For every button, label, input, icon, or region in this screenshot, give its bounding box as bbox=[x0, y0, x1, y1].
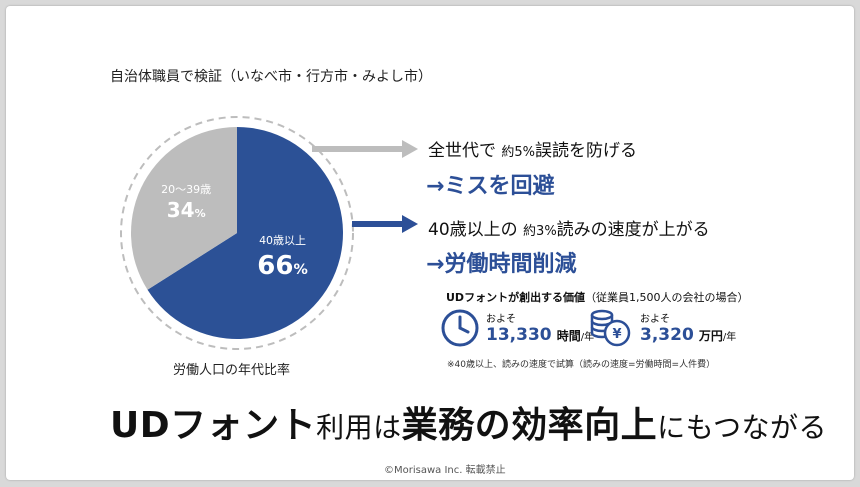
ud-value-note: （従業員1,500人の会社の場合） bbox=[585, 291, 749, 304]
pie-slice-1 bbox=[131, 127, 237, 290]
headline-part4: にもつながる bbox=[657, 411, 828, 444]
headline-part1: UDフォント bbox=[110, 405, 317, 446]
effect-2-suffix: 読みの速度が上がる bbox=[556, 220, 710, 240]
arrow-right-gray-icon bbox=[312, 140, 418, 158]
effect-2-result-text: 労働時間削減 bbox=[444, 252, 577, 277]
pie-caption: 労働人口の年代比率 bbox=[173, 363, 291, 378]
effect-1-result-text: ミスを回避 bbox=[444, 174, 555, 199]
pie-slice-label-0: 40歳以上 bbox=[259, 234, 306, 247]
svg-text:¥: ¥ bbox=[612, 327, 621, 342]
effect-1-small: 約5% bbox=[501, 145, 536, 160]
arrow-right-blue-icon bbox=[352, 215, 418, 233]
footnote: ※40歳以上、読みの速度で試算（読みの速度=労働時間=人件費） bbox=[447, 360, 716, 370]
effect-2-result: →労働時間削減 bbox=[426, 246, 576, 278]
slide-title: 自治体職員で検証（いなべ市・行方市・みよし市） bbox=[110, 69, 432, 85]
pie-dashed-ring bbox=[120, 116, 354, 350]
yen-coins-icon: ¥ bbox=[590, 309, 631, 347]
pie-slice-0 bbox=[147, 127, 343, 339]
effect-2-text: 40歳以上の 約3%読みの速度が上がる bbox=[428, 215, 710, 240]
value-1-unit: 時間 bbox=[556, 329, 581, 343]
clock-icon bbox=[441, 309, 479, 347]
value-2-number: 3,320 bbox=[640, 325, 694, 345]
copyright: ©Morisawa Inc. 転載禁止 bbox=[384, 465, 506, 476]
effect-1-text: 全世代で 約5%誤読を防げる bbox=[428, 136, 637, 161]
result-arrow: → bbox=[426, 252, 445, 277]
slide: 自治体職員で検証（いなべ市・行方市・みよし市） 40歳以上 66% 20〜39歳 34… bbox=[6, 6, 854, 480]
value-2-per: /年 bbox=[722, 332, 737, 343]
ud-value-bold: UDフォントが創出する価値 bbox=[446, 291, 586, 304]
value-1-per: /年 bbox=[580, 332, 595, 343]
headline-part3: 業務の効率向上 bbox=[401, 405, 658, 446]
headline: UDフォント利用は業務の効率向上にもつながる bbox=[110, 396, 827, 448]
effect-2-small: 約3% bbox=[523, 224, 557, 239]
headline-part2: 利用は bbox=[316, 411, 402, 444]
ud-value-heading: UDフォントが創出する価値（従業員1,500人の会社の場合） bbox=[446, 289, 749, 305]
pie-slice-label-1: 20〜39歳 bbox=[161, 183, 211, 196]
pie-chart: 40歳以上 66% 20〜39歳 34% bbox=[118, 114, 356, 352]
value-2-unit: 万円 bbox=[698, 329, 723, 343]
effect-1-prefix: 全世代で bbox=[428, 141, 496, 161]
value-1-number: 13,330 bbox=[486, 325, 552, 345]
result-arrow: → bbox=[426, 174, 445, 199]
value-1-approx: およそ bbox=[486, 314, 516, 325]
effect-2-prefix: 40歳以上の bbox=[428, 220, 518, 240]
effect-1-suffix: 誤読を防げる bbox=[535, 141, 638, 161]
value-1: およそ 13,330 時間/年 bbox=[486, 310, 594, 345]
value-2: およそ 3,320 万円/年 bbox=[640, 310, 736, 345]
effect-1-result: →ミスを回避 bbox=[426, 168, 554, 200]
value-2-approx: およそ bbox=[640, 314, 670, 325]
